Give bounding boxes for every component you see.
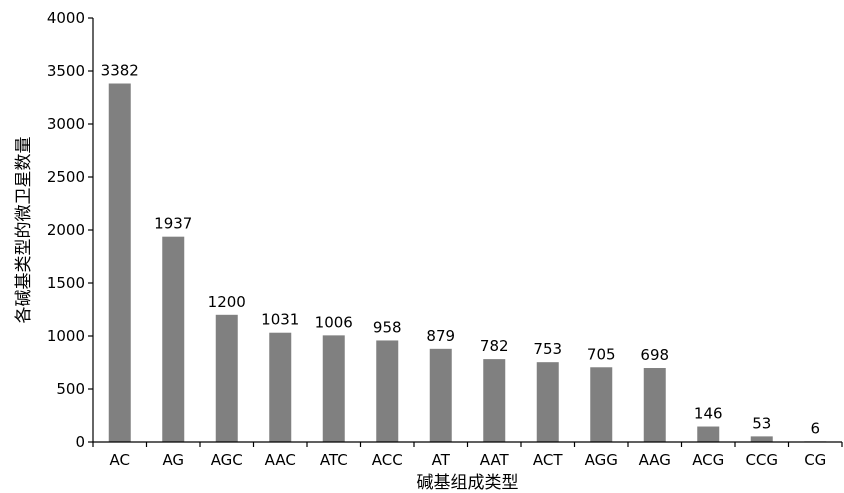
- bar-aat: [483, 359, 506, 442]
- bar-at: [429, 348, 452, 442]
- x-axis: AC AG AGC AAC ATC ACC AT AAT ACT AGG AAG ACG CCG CG: [92, 441, 843, 469]
- x-tick-label-agg: AGG: [585, 451, 618, 469]
- data-label-aag: 698: [640, 346, 669, 364]
- bar-act: [536, 362, 559, 442]
- x-tick-label-ag: AG: [162, 451, 184, 469]
- y-axis-title: 各碱基类型的微卫星数量: [14, 137, 34, 324]
- bar-ccg: [750, 436, 773, 442]
- x-tick-label-act: ACT: [533, 451, 563, 469]
- bar-acg: [697, 426, 720, 442]
- bar-aac: [269, 332, 292, 442]
- x-tick-label-agc: AGC: [211, 451, 243, 469]
- x-tick-label-at: AT: [432, 451, 451, 469]
- data-label-ac: 3382: [101, 62, 139, 80]
- data-label-act: 753: [533, 340, 562, 358]
- y-tick-label: 4000: [47, 9, 85, 27]
- bar-aag: [643, 368, 666, 442]
- bar-agg: [590, 367, 613, 442]
- data-label-acc: 958: [373, 318, 402, 336]
- x-tick-label-atc: ATC: [320, 451, 348, 469]
- x-tick-label-acc: ACC: [372, 451, 403, 469]
- x-tick-label-aat: AAT: [480, 451, 510, 469]
- y-axis: 0 500 1000 1500 2000 2500 3000 3500 4000: [47, 9, 94, 451]
- x-tick-label-acg: ACG: [692, 451, 724, 469]
- bar-ac: [108, 83, 131, 443]
- data-label-aac: 1031: [261, 311, 299, 329]
- y-tick-label: 0: [75, 433, 85, 451]
- data-label-at: 879: [426, 327, 455, 345]
- data-label-agg: 705: [587, 345, 616, 363]
- bars-group: [108, 83, 827, 443]
- y-tick-label: 1500: [47, 274, 85, 292]
- bar-agc: [215, 314, 238, 442]
- data-label-agc: 1200: [208, 293, 246, 311]
- x-tick-label-ccg: CCG: [745, 451, 778, 469]
- x-tick-label-ac: AC: [110, 451, 130, 469]
- data-label-ccg: 53: [752, 414, 771, 432]
- y-tick-label: 3500: [47, 62, 85, 80]
- data-labels-group: 3382 1937 1200 1031 1006 958 879 782 753 705 698 14…: [101, 62, 820, 438]
- y-tick-label: 500: [56, 380, 85, 398]
- data-label-cg: 6: [810, 419, 820, 437]
- data-label-atc: 1006: [315, 313, 353, 331]
- y-tick-label: 2000: [47, 221, 85, 239]
- x-tick-label-aac: AAC: [265, 451, 296, 469]
- x-tick-label-cg: CG: [804, 451, 826, 469]
- data-label-aat: 782: [480, 337, 509, 355]
- bar-ag: [162, 236, 185, 442]
- x-axis-title: 碱基组成类型: [417, 473, 519, 493]
- bar-atc: [322, 335, 345, 442]
- y-tick-label: 2500: [47, 168, 85, 186]
- y-tick-label: 1000: [47, 327, 85, 345]
- data-label-ag: 1937: [154, 215, 192, 233]
- y-tick-label: 3000: [47, 115, 85, 133]
- x-tick-label-aag: AAG: [639, 451, 671, 469]
- bar-acc: [376, 340, 399, 442]
- data-label-acg: 146: [694, 405, 723, 423]
